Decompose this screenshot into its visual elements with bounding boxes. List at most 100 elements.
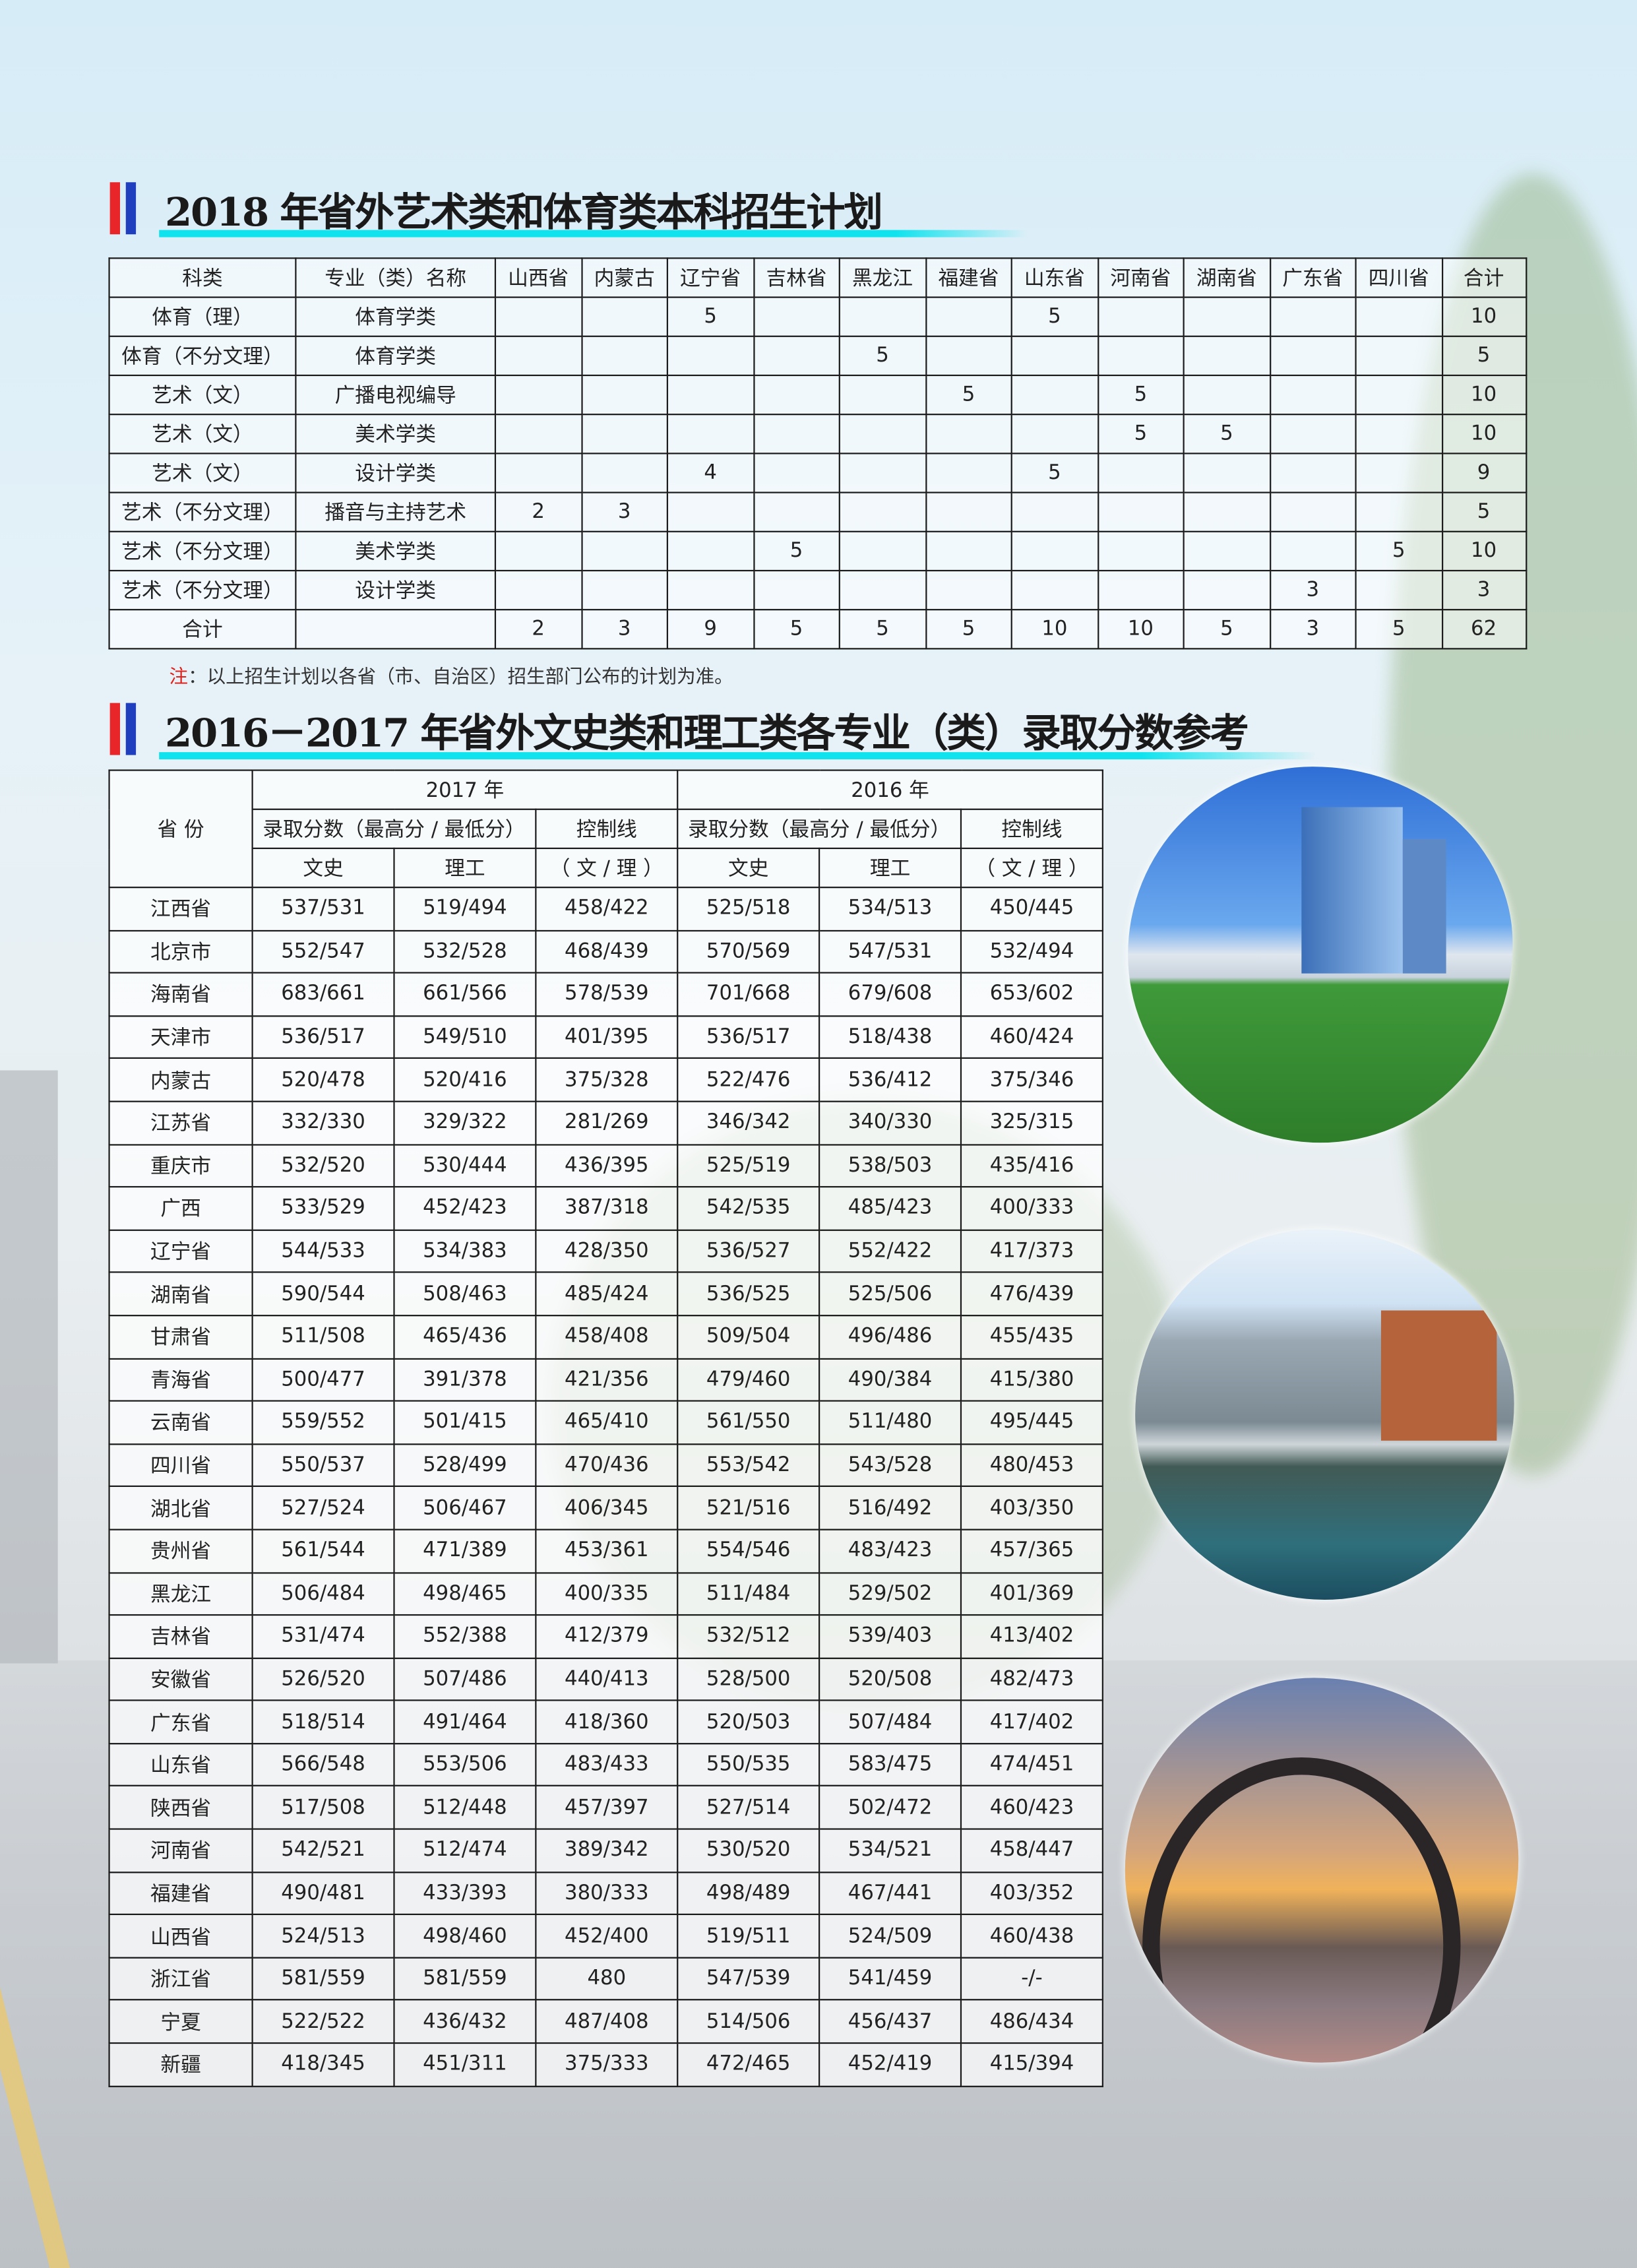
table-cell: 3 (1269, 609, 1357, 650)
score-cell: 375/328 (535, 1057, 679, 1102)
score-cell: 455/435 (960, 1314, 1104, 1360)
score-cell: 679/608 (818, 972, 962, 1017)
table-row: 体育（不分文理） 体育学类 5 5 (108, 335, 1527, 377)
table-cell (666, 530, 755, 572)
table-cell: 设计学类 (295, 569, 497, 611)
score-cell: 590/544 (251, 1272, 395, 1317)
score-cell: 500/477 (251, 1357, 395, 1402)
province-cell: 广东省 (108, 1699, 253, 1744)
score-cell: 490/384 (818, 1357, 962, 1402)
score-cell: 403/352 (960, 1871, 1104, 1916)
score-cell: 440/413 (535, 1657, 679, 1702)
score-cell: 498/489 (677, 1871, 820, 1916)
province-cell: 陕西省 (108, 1785, 253, 1830)
province-cell: 甘肃省 (108, 1314, 253, 1360)
province-cell: 贵州省 (108, 1528, 253, 1573)
table-cell (494, 374, 582, 416)
score-cell: 542/521 (251, 1828, 395, 1873)
section1-heading: 2018 年省外艺术类和体育类本科招生计划 (109, 179, 883, 237)
score-cell: 512/474 (393, 1828, 537, 1873)
score-cell: 406/345 (535, 1486, 679, 1530)
table-cell: 艺术（不分文理） (108, 491, 297, 532)
table-cell (838, 569, 927, 611)
score-cell: 554/546 (677, 1528, 820, 1573)
score-cell: 375/333 (535, 2042, 679, 2087)
table-header-row: 文史 理工 （ 文 / 理 ） 文史 理工 （ 文 / 理 ） (109, 847, 1104, 889)
table-cell (1010, 374, 1099, 416)
score-cell: 578/539 (535, 972, 679, 1017)
score-cell: 661/566 (393, 972, 537, 1017)
province-cell: 北京市 (108, 929, 253, 974)
score-cell: 533/529 (251, 1186, 395, 1231)
score-cell: 566/548 (251, 1742, 395, 1787)
table-cell: 5 (838, 609, 927, 650)
score-cell: 543/528 (818, 1443, 962, 1488)
table-cell: 艺术（不分文理） (108, 569, 297, 611)
table-cell: 5 (1010, 296, 1099, 337)
score-cell: 534/383 (393, 1229, 537, 1274)
table-cell (1269, 335, 1357, 377)
header-ligong-2016: 理工 (818, 847, 962, 889)
score-cell: 514/506 (677, 2000, 820, 2044)
score-cell: 486/434 (960, 2000, 1104, 2044)
score-cell: 485/424 (535, 1272, 679, 1317)
score-cell: 547/539 (677, 1957, 820, 2001)
header-cell: 科类 (108, 257, 297, 298)
background-building (0, 1070, 58, 1664)
table-cell (494, 335, 582, 377)
table-row: 广西 533/529 452/423 387/318 542/535 485/423 400… (108, 1186, 1104, 1231)
score-cell: 561/544 (251, 1528, 395, 1573)
score-cell: 534/513 (818, 887, 962, 931)
province-cell: 广西 (108, 1186, 253, 1231)
province-cell: 四川省 (108, 1443, 253, 1488)
table-cell (494, 530, 582, 572)
table-cell: 5 (1183, 609, 1271, 650)
header-cell: 福建省 (925, 257, 1012, 298)
header-score-2017: 录取分数（最高分 / 最低分） (251, 808, 537, 850)
table-cell: 2 (494, 491, 582, 532)
table-cell: 艺术（不分文理） (108, 530, 297, 572)
score-cell: 460/438 (960, 1914, 1104, 1959)
header-cell: 四川省 (1355, 257, 1443, 298)
table-cell: 9 (666, 609, 755, 650)
table-cell (1355, 491, 1443, 532)
table-cell: 5 (925, 609, 1012, 650)
score-cell: 415/380 (960, 1357, 1104, 1402)
score-cell: 530/444 (393, 1143, 537, 1188)
table-cell: 5 (1097, 414, 1185, 455)
table-cell (838, 453, 927, 493)
header-cell: 合计 (1440, 257, 1527, 298)
table-row: 内蒙古 520/478 520/416 375/328 522/476 536/412 37… (108, 1057, 1104, 1102)
score-cell: 511/508 (251, 1314, 395, 1360)
section1-title: 2018 年省外艺术类和体育类本科招生计划 (164, 190, 883, 236)
header-cell: 湖南省 (1183, 257, 1271, 298)
score-cell: 476/439 (960, 1272, 1104, 1317)
table-cell (838, 296, 927, 337)
table-cell (666, 374, 755, 416)
score-cell: 507/486 (393, 1657, 537, 1702)
score-cell: 552/422 (818, 1229, 962, 1274)
score-cell: 683/661 (251, 972, 395, 1017)
table-cell (1097, 296, 1185, 337)
table-row: 黑龙江 506/484 498/465 400/335 511/484 529/502 40… (108, 1571, 1104, 1616)
score-cell: 518/438 (818, 1015, 962, 1059)
score-cell: 403/350 (960, 1486, 1104, 1530)
table-cell (1355, 453, 1443, 493)
table-row: 宁夏 522/522 436/432 487/408 514/506 456/437 486… (108, 2000, 1104, 2044)
score-cell: 524/509 (818, 1914, 962, 1959)
province-cell: 河南省 (108, 1828, 253, 1873)
table-cell: 5 (838, 335, 927, 377)
score-cell: 536/412 (818, 1057, 962, 1102)
province-cell: 湖南省 (108, 1272, 253, 1317)
header-cell: 辽宁省 (666, 257, 755, 298)
score-cell: 468/439 (535, 929, 679, 974)
score-cell: 581/559 (251, 1957, 395, 2001)
score-cell: 451/311 (393, 2042, 537, 2087)
score-cell: 541/459 (818, 1957, 962, 2001)
score-cell: 544/533 (251, 1229, 395, 1274)
table-row: 艺术（文） 广播电视编导 5 5 10 (108, 374, 1527, 416)
table-cell: 合计 (108, 609, 297, 650)
score-cell: 465/436 (393, 1314, 537, 1360)
table-cell (753, 335, 840, 377)
table-cell: 体育学类 (295, 335, 497, 377)
